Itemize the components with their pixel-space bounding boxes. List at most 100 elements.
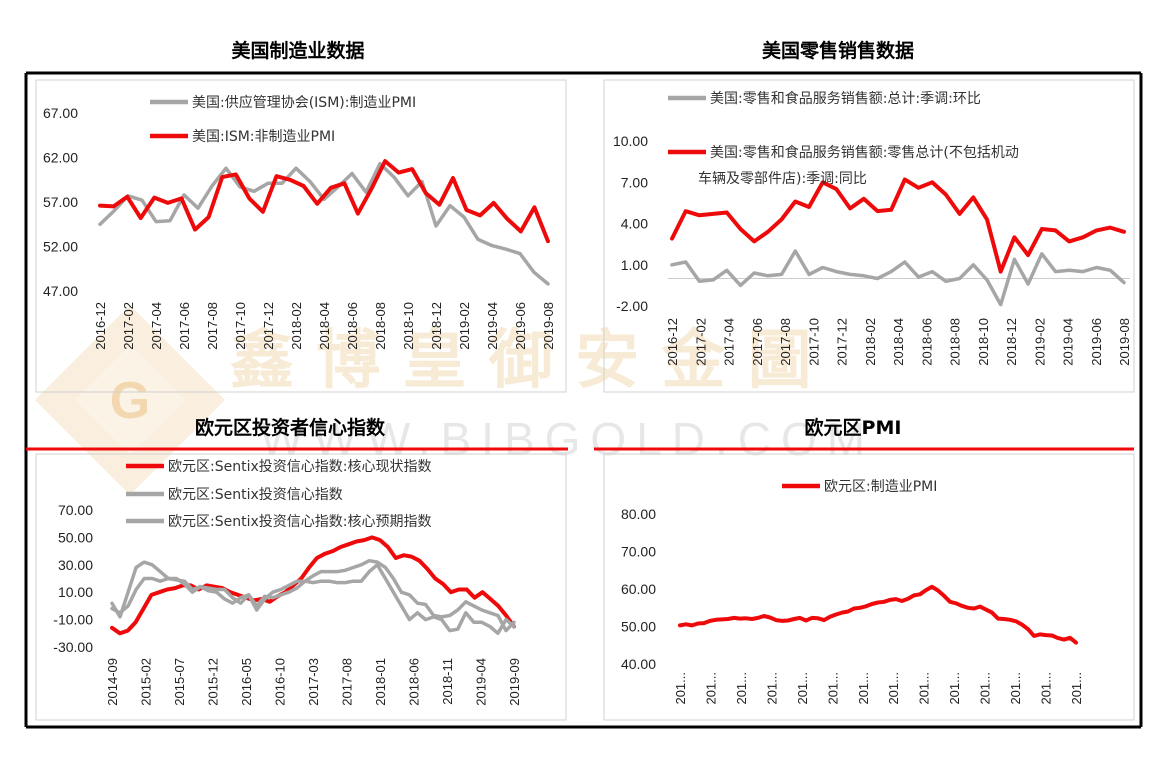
chart-ez-pmi: 80.00 70.00 60.00 50.00 40.00 201... 201... 201… (621, 479, 1084, 705)
series-line-1 (110, 535, 516, 636)
x-tick-label: 2018-12 (429, 302, 444, 350)
series-line-2 (110, 558, 516, 633)
x-tick-label: 2018-04 (891, 318, 906, 366)
y-tick-label: 10.00 (613, 133, 648, 149)
x-tick-label: 2015-02 (139, 658, 154, 706)
x-tick-label: 201... (825, 672, 840, 705)
series-line-2 (98, 159, 550, 244)
x-tick-label: 201... (1039, 672, 1054, 705)
x-tick-label: 2017-08 (205, 302, 220, 350)
chart-title-us-retail: 美国零售销售数据 (762, 39, 914, 62)
chart-us-retail: 10.00 7.00 4.00 1.00 -2.00 2016-12 2017-02 2017… (613, 90, 1132, 366)
x-tick-label: 2018-11 (440, 658, 455, 705)
x-tick-label: 2018-02 (863, 318, 878, 366)
x-tick-label: 2017-03 (306, 658, 321, 706)
y-tick-label: 70.00 (621, 544, 656, 560)
legend-label: 美国:供应管理协会(ISM):制造业PMI (192, 94, 416, 111)
y-tick-label: 4.00 (621, 216, 648, 232)
legend-label: 美国:ISM:非制造业PMI (192, 129, 335, 145)
x-tick-label: 201... (1069, 672, 1084, 705)
chart-title-ez-pmi: 欧元区PMI (805, 416, 902, 439)
x-tick-label: 201... (978, 672, 993, 705)
y-tick-label: 80.00 (621, 506, 656, 522)
series-line-2 (670, 177, 1126, 274)
x-tick-label: 2019-09 (507, 658, 522, 706)
x-tick-label: 2017-12 (261, 302, 276, 350)
watermark-en: WWW.BIBGOLD.COM (260, 413, 875, 465)
x-tick-label: 2016-12 (665, 318, 680, 366)
x-tick-label: 2019-04 (485, 302, 500, 350)
y-tick-label: 40.00 (621, 656, 656, 672)
watermark-logo-letter: G (110, 372, 150, 430)
y-tick-label: -10.00 (53, 612, 93, 628)
y-tick-label: 52.00 (43, 239, 78, 255)
y-tick-label: 67.00 (43, 105, 78, 121)
y-tick-label: 50.00 (58, 529, 93, 545)
x-tick-label: 2017-10 (806, 318, 821, 366)
legend-label: 欧元区:Sentix投资信心指数 (168, 487, 343, 503)
y-tick-label: -2.00 (616, 298, 648, 314)
y-tick-label: 60.00 (621, 581, 656, 597)
panel-border-ez-pmi (603, 453, 1135, 721)
x-tick-label: 2018-08 (373, 302, 388, 350)
x-tick-label: 201... (917, 672, 932, 705)
x-tick-label: 201... (795, 672, 810, 705)
x-tick-label: 2016-12 (93, 302, 108, 350)
x-tick-label: 2015-12 (206, 658, 221, 706)
x-tick-label: 2018-06 (919, 318, 934, 366)
chart-ez-sentix: 70.00 50.00 30.00 10.00 -10.00 -30.00 2014-09 2… (53, 459, 522, 706)
x-tick-label: 2017-10 (233, 302, 248, 350)
x-tick-label: 2019-02 (457, 302, 472, 350)
x-tick-label: 2019-04 (474, 658, 489, 706)
x-tick-label: 2019-04 (1061, 318, 1076, 366)
x-tick-label: 2015-07 (172, 658, 187, 706)
legend-label: 欧元区:制造业PMI (824, 479, 937, 495)
x-tick-label: 2017-04 (722, 318, 737, 366)
y-tick-label: 57.00 (43, 194, 78, 210)
x-tick-label: 2019-08 (1117, 318, 1132, 366)
x-tick-label: 2018-08 (948, 318, 963, 366)
y-tick-label: 1.00 (621, 257, 648, 273)
x-tick-label: 2017-08 (340, 658, 355, 706)
y-tick-label: 10.00 (58, 584, 93, 600)
x-tick-label: 2018-12 (1004, 318, 1019, 366)
chart-us-manufacturing: 67.00 62.00 57.00 52.00 47.00 2016-12 2017-02 2… (43, 94, 556, 350)
y-tick-label: 7.00 (621, 174, 648, 190)
x-tick-label: 201... (947, 672, 962, 705)
x-tick-label: 201... (764, 672, 779, 705)
x-tick-label: 2019-08 (541, 302, 556, 350)
x-tick-label: 2017-12 (835, 318, 850, 366)
panel-border-us-retail (603, 79, 1135, 393)
x-tick-label: 2019-06 (513, 302, 528, 350)
x-tick-label: 2017-04 (149, 302, 164, 350)
x-tick-label: 2018-04 (317, 302, 332, 350)
x-tick-label: 2017-08 (778, 318, 793, 366)
y-tick-label: 70.00 (58, 502, 93, 518)
x-tick-label: 201... (734, 672, 749, 705)
x-tick-label: 2014-09 (105, 658, 120, 706)
x-tick-label: 2018-02 (289, 302, 304, 350)
y-tick-label: 50.00 (621, 619, 656, 635)
x-tick-label: 2017-02 (121, 302, 136, 350)
x-tick-label: 2018-06 (345, 302, 360, 350)
x-tick-label: 2017-06 (750, 318, 765, 366)
x-tick-label: 201... (856, 672, 871, 705)
x-tick-label: 2018-10 (976, 318, 991, 366)
x-tick-label: 201... (1008, 672, 1023, 705)
y-tick-label: 47.00 (43, 283, 78, 299)
x-tick-label: 2018-06 (407, 658, 422, 706)
x-tick-label: 201... (886, 672, 901, 705)
x-tick-label: 2019-06 (1089, 318, 1104, 366)
legend-label: 欧元区:Sentix投资信心指数:核心现状指数 (168, 459, 431, 475)
x-tick-label: 201... (703, 672, 718, 705)
legend-label: 美国:零售和食品服务销售额:零售总计(不包括机动车辆及零部件店):季调:同比 (698, 144, 1019, 187)
watermark-cn: 鑫 博 皇 御 安 金 圖 (230, 324, 812, 398)
x-tick-label: 2019-02 (1032, 318, 1047, 366)
legend-label: 欧元区:Sentix投资信心指数:核心预期指数 (168, 514, 431, 530)
x-tick-label: 2016-10 (273, 658, 288, 706)
chart-title-us-manufacturing: 美国制造业数据 (231, 39, 364, 62)
x-tick-label: 2018-10 (401, 302, 416, 350)
panel-border-us-manufacturing (35, 79, 567, 393)
y-tick-label: 62.00 (43, 150, 78, 166)
chart-title-ez-sentix: 欧元区投资者信心指数 (195, 416, 386, 439)
